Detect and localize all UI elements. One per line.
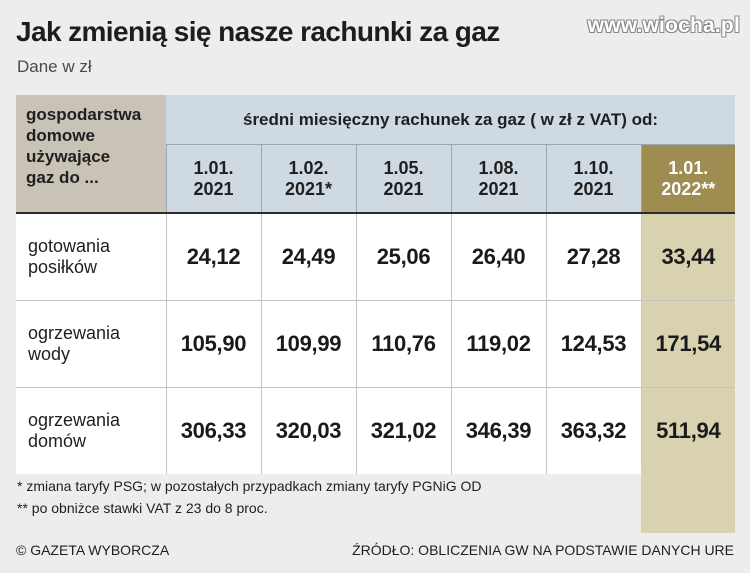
footnote: * zmiana taryfy PSG; w pozostałych przyp… [17, 478, 482, 494]
date-header-day: 1.10. [573, 157, 614, 178]
value-cell: 124,53 [545, 300, 641, 388]
date-header-year: 2021 [193, 178, 234, 199]
row-label-line: domów [28, 431, 87, 451]
date-header-day: 1.08. [478, 157, 519, 178]
gas-bill-table: gospodarstwa domowe używające gaz do ...… [16, 95, 735, 474]
value-cell: 105,90 [165, 300, 261, 388]
value-cell: 346,39 [450, 387, 546, 474]
date-header-highlighted: 1.01. 2022** [640, 144, 735, 215]
row-label-line: ogrzewania [28, 410, 121, 430]
date-header-day: 1.01. [668, 157, 709, 178]
row-label-line: ogrzewania [28, 323, 121, 343]
corner-header-line: używające [26, 147, 111, 166]
corner-header-line: gaz do ... [26, 168, 99, 187]
date-header-day: 1.02. [288, 157, 329, 178]
date-header-year: 2021 [573, 178, 614, 199]
date-header-year: 2021 [478, 178, 519, 199]
date-header: 1.05. 2021 [355, 144, 451, 215]
date-header-year: 2022** [661, 178, 716, 199]
corner-header-line: gospodarstwa [26, 105, 142, 124]
date-header-year: 2021 [383, 178, 424, 199]
date-header: 1.02. 2021* [260, 144, 356, 215]
table-row: ogrzewania domów 306,33 320,03 321,02 34… [16, 387, 735, 474]
value-cell-highlighted: 33,44 [640, 213, 735, 301]
value-cell: 24,49 [260, 213, 356, 301]
table-row: gotowania posiłków 24,12 24,49 25,06 26,… [16, 213, 735, 301]
corner-header: gospodarstwa domowe używające gaz do ... [16, 95, 166, 214]
row-label-line: posiłków [28, 257, 98, 277]
row-label: ogrzewania domów [16, 387, 166, 474]
watermark: www.wiocha.pl [587, 14, 740, 37]
date-header-day: 1.01. [193, 157, 234, 178]
span-header: średni miesięczny rachunek za gaz ( w zł… [166, 95, 735, 146]
row-label-line: gotowania [28, 236, 111, 256]
date-header-year: 2021* [284, 178, 333, 199]
row-label-line: wody [28, 344, 71, 364]
value-cell-highlighted: 511,94 [640, 387, 735, 474]
row-label: gotowania posiłków [16, 213, 166, 301]
date-header: 1.10. 2021 [545, 144, 641, 215]
table-row: ogrzewania wody 105,90 109,99 110,76 119… [16, 300, 735, 388]
value-cell: 110,76 [355, 300, 451, 388]
row-label: ogrzewania wody [16, 300, 166, 388]
corner-header-line: domowe [26, 126, 95, 145]
value-cell: 306,33 [165, 387, 261, 474]
page-title: Jak zmienią się nasze rachunki za gaz [16, 16, 500, 47]
value-cell-highlighted: 171,54 [640, 300, 735, 388]
value-cell: 26,40 [450, 213, 546, 301]
value-cell: 24,12 [165, 213, 261, 301]
source-note: ŹRÓDŁO: OBLICZENIA GW NA PODSTAWIE DANYC… [352, 542, 734, 558]
value-cell: 321,02 [355, 387, 451, 474]
footnote: ** po obniżce stawki VAT z 23 do 8 proc. [17, 500, 268, 516]
copyright-credit: © GAZETA WYBORCZA [16, 542, 170, 558]
value-cell: 119,02 [450, 300, 546, 388]
value-cell: 27,28 [545, 213, 641, 301]
date-header: 1.08. 2021 [450, 144, 546, 215]
date-header: 1.01. 2021 [165, 144, 261, 215]
value-cell: 320,03 [260, 387, 356, 474]
date-header-day: 1.05. [383, 157, 424, 178]
value-cell: 25,06 [355, 213, 451, 301]
page-subtitle: Dane w zł [17, 57, 92, 76]
value-cell: 109,99 [260, 300, 356, 388]
value-cell: 363,32 [545, 387, 641, 474]
highlight-column-extension [641, 464, 735, 533]
